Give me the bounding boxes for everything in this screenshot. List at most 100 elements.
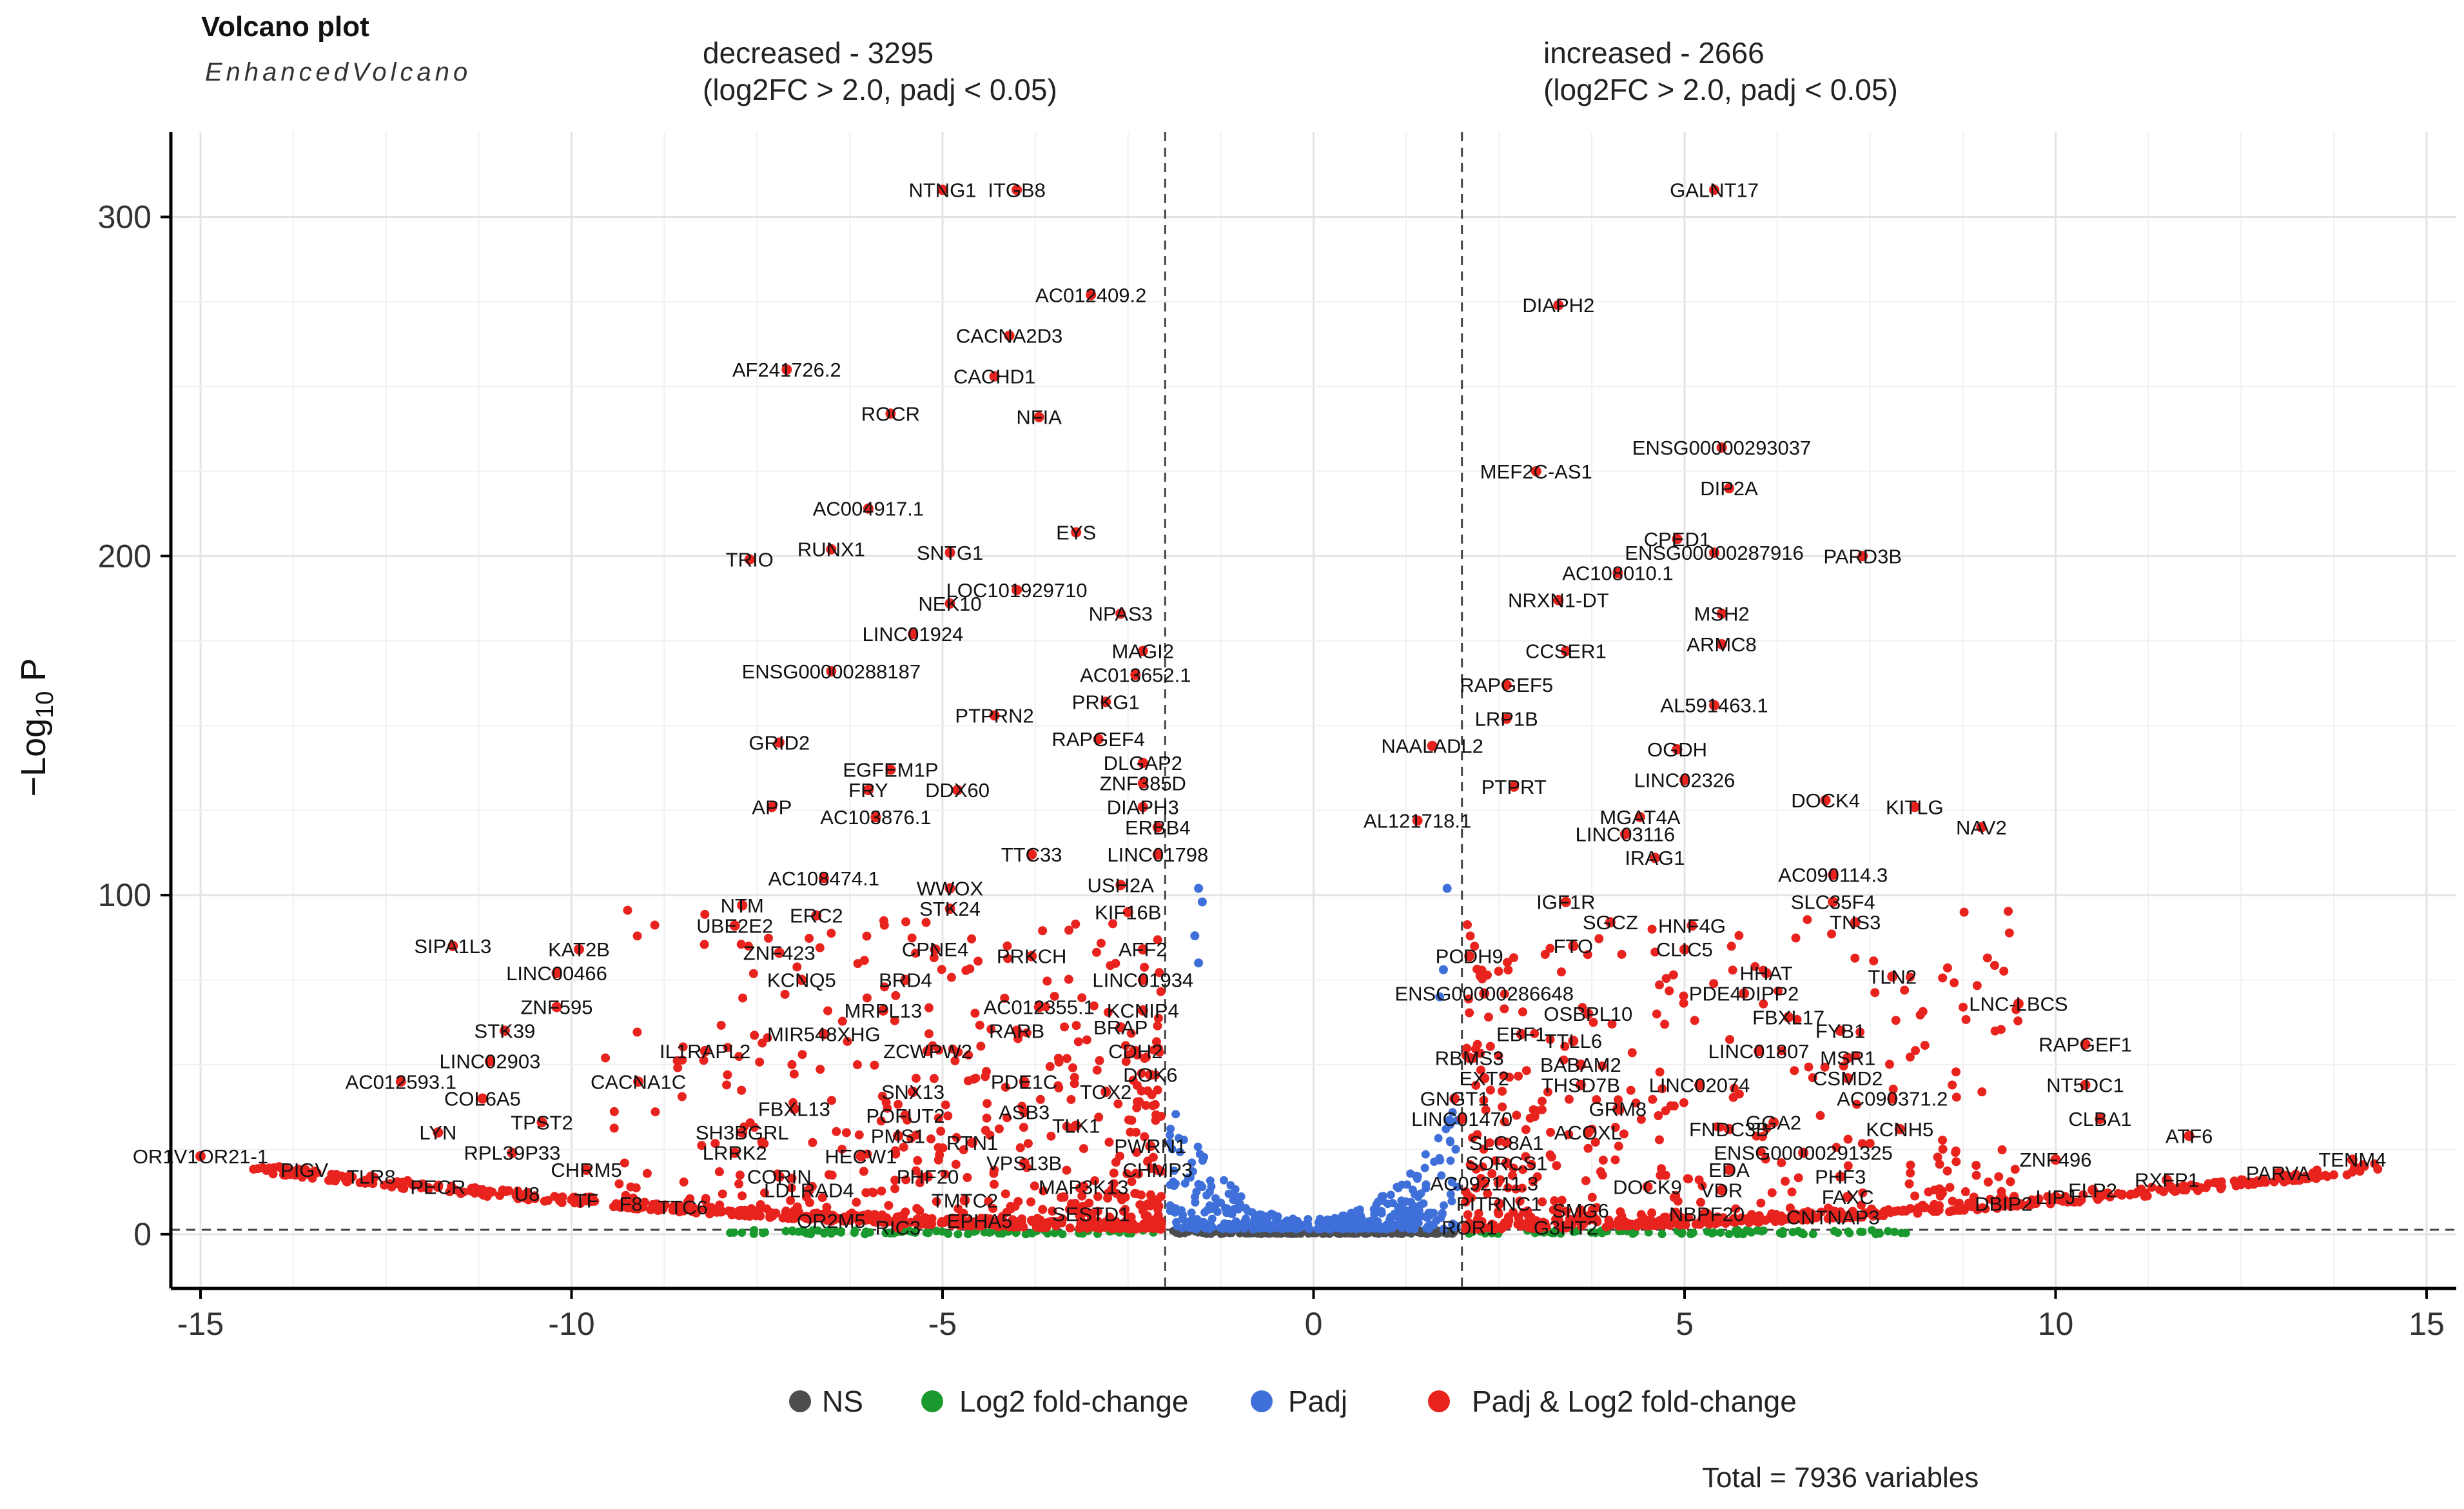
data-point — [1527, 1223, 1536, 1233]
gene-label: CLIC5 — [1656, 938, 1713, 961]
labeled-point — [1739, 988, 1750, 999]
gene-label: BABAM2 — [1540, 1054, 1621, 1076]
data-point — [1109, 1169, 1119, 1178]
data-point — [1079, 1144, 1088, 1154]
data-point — [1065, 1223, 1075, 1233]
labeled-point — [796, 974, 807, 985]
data-point — [986, 1024, 996, 1034]
gene-label: LINC02903 — [439, 1050, 540, 1073]
data-point — [1545, 943, 1555, 953]
data-point — [601, 1053, 611, 1063]
data-point — [2237, 1178, 2247, 1187]
gene-label: NTM — [721, 894, 764, 917]
labeled-point — [1086, 1208, 1097, 1219]
data-point — [1869, 956, 1879, 966]
data-point — [1153, 1205, 1162, 1214]
data-point — [1935, 1191, 1945, 1201]
x-tick-label: 0 — [1305, 1306, 1323, 1342]
data-point — [2077, 1195, 2086, 1205]
data-point — [1754, 1218, 1764, 1227]
data-point — [424, 1183, 433, 1192]
data-point — [326, 1176, 336, 1185]
data-point — [1388, 1199, 1397, 1208]
gene-label: CACNA2D3 — [956, 324, 1062, 347]
data-point — [1446, 1156, 1455, 1165]
data-point — [841, 1128, 851, 1138]
labeled-point — [1575, 1205, 1586, 1216]
data-point — [1509, 1207, 1518, 1217]
data-point — [1785, 1203, 1795, 1213]
data-point — [1090, 1176, 1100, 1186]
data-point — [1948, 1196, 1957, 1206]
decreased-annotation: decreased - 3295 — [703, 36, 934, 70]
data-point — [1650, 1221, 1659, 1230]
data-point — [1598, 1061, 1607, 1071]
labeled-point — [1427, 740, 1438, 751]
data-point — [1200, 1152, 1209, 1161]
data-point — [1679, 998, 1688, 1008]
data-point — [609, 1107, 619, 1116]
labeled-point — [1716, 1185, 1727, 1196]
data-point — [1416, 1189, 1425, 1198]
data-point — [1561, 1207, 1571, 1216]
gene-label: NTNG1 — [908, 179, 976, 201]
data-point — [1857, 1139, 1867, 1149]
labeled-point — [625, 1198, 636, 1209]
data-point — [1420, 1163, 1429, 1172]
data-point — [788, 1214, 798, 1223]
data-point — [1775, 1228, 1784, 1238]
gene-label: ENSG00000287916 — [1625, 542, 1804, 564]
data-point — [1589, 1018, 1598, 1027]
data-point — [2004, 928, 2014, 938]
gene-label: MSR1 — [1820, 1047, 1875, 1069]
gene-label: AC108474.1 — [768, 867, 879, 890]
data-point — [760, 1188, 770, 1198]
data-point — [409, 1181, 418, 1190]
gene-label: PECR — [410, 1176, 465, 1198]
data-point — [1697, 1181, 1707, 1190]
data-point — [1756, 1147, 1766, 1157]
gene-label: TF — [574, 1189, 599, 1212]
gene-label: ENSG00000291325 — [1714, 1142, 1893, 1165]
data-point — [1537, 1096, 1547, 1106]
data-point — [817, 1193, 827, 1203]
data-point — [1679, 991, 1688, 1001]
data-point — [1791, 933, 1801, 943]
data-point — [650, 920, 660, 930]
gene-label: OGDH — [1647, 738, 1707, 761]
data-point — [1192, 1187, 1201, 1196]
data-point — [1082, 1223, 1092, 1233]
gene-label: NT5DC1 — [2046, 1074, 2124, 1097]
labeled-point — [1724, 483, 1735, 494]
data-point — [1906, 1168, 1915, 1178]
data-point — [1117, 1195, 1127, 1205]
data-point — [679, 1177, 689, 1187]
labeled-point — [1828, 1212, 1839, 1223]
gene-label: MIR548XHG — [767, 1023, 881, 1046]
data-point — [1113, 1099, 1123, 1109]
data-point — [859, 956, 869, 965]
data-point — [737, 1085, 747, 1095]
labeled-point — [1004, 330, 1015, 341]
data-point — [1398, 1223, 1407, 1232]
gene-label: ZNF385D — [1100, 773, 1186, 795]
labeled-point — [2347, 1154, 2358, 1165]
labeled-point — [967, 1137, 978, 1148]
data-point — [2373, 1165, 2383, 1174]
labeled-point — [1828, 896, 1839, 907]
data-point — [1858, 1227, 1867, 1236]
data-point — [1482, 971, 1492, 980]
labeled-point — [1642, 1181, 1653, 1192]
data-point — [1505, 1072, 1514, 1082]
data-point — [678, 1042, 688, 1052]
gene-label: PDE1C — [991, 1070, 1057, 1093]
data-point — [1370, 1224, 1379, 1233]
data-point — [1997, 1187, 2006, 1196]
data-point — [1777, 1046, 1786, 1056]
data-point — [1071, 1021, 1081, 1031]
data-point — [1759, 1226, 1768, 1235]
data-point — [1500, 989, 1509, 999]
data-point — [1187, 1208, 1196, 1218]
data-point — [862, 993, 872, 1003]
gene-label: RAPGEF5 — [1460, 674, 1553, 696]
